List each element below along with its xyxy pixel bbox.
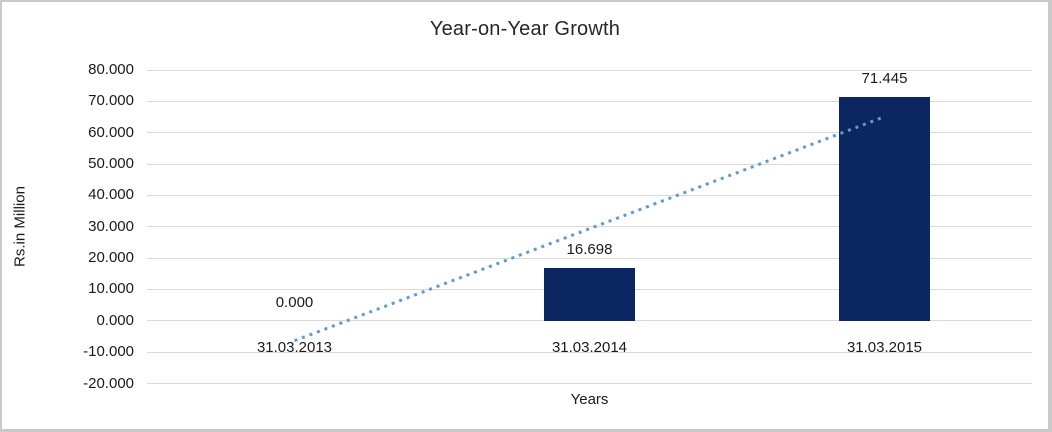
y-axis-tick-label: -20.000 (83, 374, 134, 392)
gridline (147, 383, 1032, 384)
y-axis-tick-label: 20.000 (88, 249, 134, 267)
chart-title: Year-on-Year Growth (429, 18, 621, 40)
gridline (147, 351, 1032, 353)
y-axis-tick-label: 40.000 (88, 186, 134, 204)
y-axis-tick-label: 70.000 (88, 92, 134, 110)
y-axis-tick-label: 80.000 (88, 61, 134, 78)
bar-data-label: 16.698 (566, 241, 613, 259)
bar (544, 268, 635, 321)
y-axis-tick-label: 0.000 (96, 311, 134, 329)
y-axis-tick-label: 10.000 (88, 280, 134, 298)
gridline (147, 69, 1032, 71)
x-axis-category-label: 31.03.2015 (846, 339, 923, 356)
bar-data-label: 71.445 (861, 69, 908, 87)
y-axis-tick-label: 30.000 (88, 217, 134, 235)
y-axis-tick-label: 50.000 (88, 155, 134, 173)
x-axis-category-label: 31.03.2014 (551, 339, 628, 356)
bar (839, 96, 930, 321)
x-axis-title: Years (570, 391, 609, 408)
gridline (147, 100, 1032, 102)
y-axis-tick-label: 60.000 (88, 123, 134, 141)
x-axis-category-label: 31.03.2013 (256, 339, 333, 356)
y-axis-tick-label: -10.000 (83, 343, 134, 361)
bar-data-label: 0.000 (275, 293, 314, 311)
